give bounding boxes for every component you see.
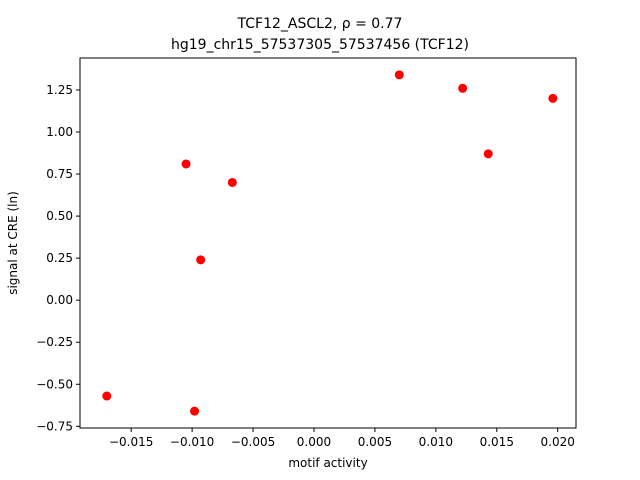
y-axis-label: signal at CRE (ln): [6, 191, 20, 295]
data-point: [548, 93, 558, 103]
data-point: [394, 70, 404, 80]
title-text: TCF12_ASCL2, ρ = 0.77: [237, 16, 403, 32]
y-tick-label: −0.25: [36, 335, 73, 349]
data-point: [181, 159, 191, 169]
data-point: [190, 406, 200, 416]
x-tick-label: 0.020: [541, 435, 575, 449]
y-tick-label: 0.50: [46, 209, 73, 223]
x-tick-label: −0.015: [109, 435, 153, 449]
y-tick-label: −0.50: [36, 377, 73, 391]
x-tick-label: 0.000: [297, 435, 331, 449]
y-tick-label: 1.00: [46, 125, 73, 139]
data-point: [102, 391, 112, 401]
x-tick-label: −0.005: [231, 435, 275, 449]
data-point: [196, 255, 206, 265]
y-tick-label: 0.00: [46, 293, 73, 307]
y-tick-label: −0.75: [36, 419, 73, 433]
y-tick-label: 0.75: [46, 167, 73, 181]
x-tick-label: 0.005: [358, 435, 392, 449]
x-tick-label: 0.010: [419, 435, 453, 449]
x-tick-label: −0.010: [170, 435, 214, 449]
x-axis-label: motif activity: [288, 456, 367, 470]
data-point: [458, 83, 468, 93]
plot-frame: [79, 57, 577, 429]
chart-title-line1: TCF12_ASCL2, ρ = 0.77: [237, 16, 403, 32]
chart-title-line2: hg19_chr15_57537305_57537456 (TCF12): [171, 37, 469, 53]
axis-ticks: −0.015 −0.010 −0.005 0.000 0.005 0.010 0.015 0.…: [36, 83, 575, 449]
y-tick-label: 1.25: [46, 83, 73, 97]
data-points: [102, 70, 558, 416]
data-point: [483, 149, 493, 159]
y-tick-label: 0.25: [46, 251, 73, 265]
x-tick-label: 0.015: [480, 435, 514, 449]
data-point: [227, 177, 237, 187]
